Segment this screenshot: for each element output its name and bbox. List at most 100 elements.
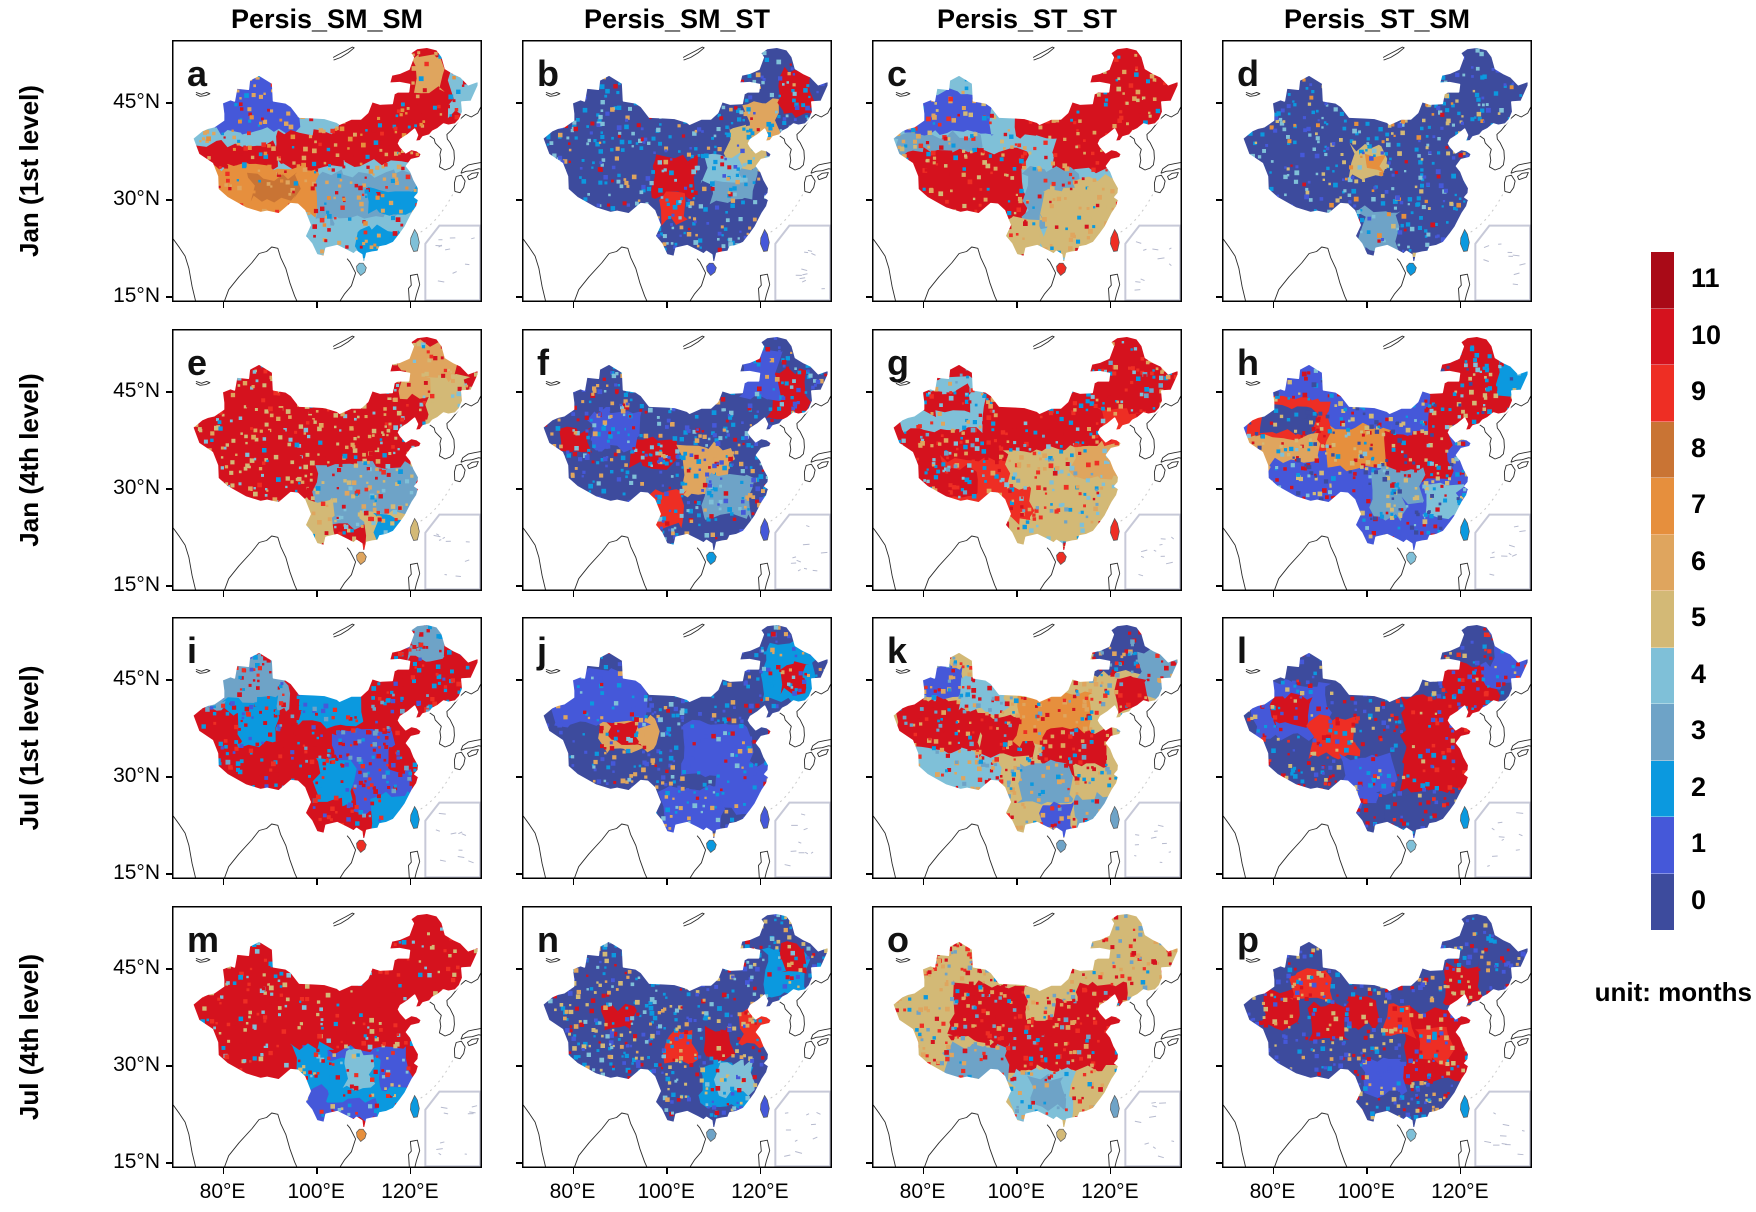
x-tick-mark	[1272, 1168, 1275, 1174]
map-panel-d: d	[1222, 40, 1532, 302]
y-tick-mark	[516, 296, 522, 298]
panel-letter-l: l	[1237, 630, 1247, 671]
colorbar-segment-11	[1650, 251, 1675, 310]
y-tick-mark	[516, 488, 522, 490]
map-panel-a: a	[172, 40, 482, 302]
panel-letter-h: h	[1237, 342, 1259, 383]
colorbar-label-11: 11	[1691, 263, 1720, 294]
y-tick-mark	[1216, 679, 1222, 681]
y-tick-label: 30°N	[113, 476, 160, 500]
y-tick-mark	[866, 199, 872, 201]
y-tick-mark	[1216, 391, 1222, 393]
y-tick-mark	[516, 199, 522, 201]
y-tick-mark	[166, 296, 172, 298]
x-tick-mark	[1272, 879, 1275, 885]
y-tick-mark	[866, 968, 872, 970]
y-tick-mark	[166, 968, 172, 970]
y-tick-label: 15°N	[113, 284, 160, 308]
colorbar-label-2: 2	[1691, 771, 1707, 802]
column-title-2: Persis_SM_ST	[583, 4, 771, 34]
colorbar-segment-7	[1650, 477, 1675, 536]
x-tick-mark	[759, 879, 762, 885]
y-tick-mark	[866, 296, 872, 298]
y-tick-mark	[866, 1162, 872, 1164]
y-tick-mark	[516, 1162, 522, 1164]
x-tick-mark	[572, 1168, 575, 1174]
x-tick-label: 100°E	[987, 1180, 1045, 1203]
panel-letter-j: j	[536, 630, 547, 671]
row-label-4: Jul (4th level)	[14, 953, 44, 1121]
y-tick-label: 45°N	[113, 90, 160, 114]
x-tick-mark	[1459, 1168, 1462, 1174]
y-tick-mark	[166, 679, 172, 681]
x-tick-mark	[409, 879, 412, 885]
x-tick-mark	[409, 1168, 412, 1174]
y-tick-label: 30°N	[113, 187, 160, 211]
x-tick-mark	[759, 591, 762, 597]
colorbar-segment-10	[1650, 307, 1675, 366]
x-tick-mark	[922, 591, 925, 597]
map-panel-k: k	[872, 617, 1182, 879]
x-tick-mark	[572, 591, 575, 597]
x-tick-mark	[759, 1168, 762, 1174]
x-tick-mark	[1272, 591, 1275, 597]
y-tick-mark	[516, 585, 522, 587]
panel-letter-i: i	[187, 630, 197, 671]
x-tick-mark	[1016, 302, 1018, 308]
colorbar-label-9: 9	[1691, 376, 1707, 407]
y-tick-mark	[166, 199, 172, 201]
y-tick-mark	[1216, 1065, 1222, 1067]
y-tick-mark	[516, 776, 522, 778]
x-tick-label: 80°E	[199, 1180, 246, 1203]
map-panel-m: m	[172, 906, 482, 1168]
panel-letter-g: g	[887, 342, 909, 383]
colorbar-label-6: 6	[1691, 545, 1707, 576]
map-panel-f: f	[522, 329, 832, 591]
x-tick-mark	[572, 302, 575, 308]
y-tick-mark	[866, 585, 872, 587]
colorbar-label-1: 1	[1691, 828, 1707, 859]
colorbar-segment-8	[1650, 420, 1675, 479]
y-tick-mark	[866, 776, 872, 778]
y-tick-mark	[166, 102, 172, 104]
y-tick-label: 45°N	[113, 379, 160, 403]
y-tick-mark	[516, 102, 522, 104]
y-tick-label: 30°N	[113, 764, 160, 788]
map-panel-h: h	[1222, 329, 1532, 591]
map-panel-o: o	[872, 906, 1182, 1168]
panel-letter-c: c	[887, 53, 907, 94]
panel-letter-k: k	[887, 630, 908, 671]
column-title-1: Persis_SM_SM	[230, 4, 424, 34]
x-tick-mark	[1272, 302, 1275, 308]
colorbar-segment-5	[1650, 590, 1675, 649]
y-tick-mark	[866, 102, 872, 104]
x-tick-label: 80°E	[899, 1180, 946, 1203]
x-tick-mark	[666, 302, 668, 308]
y-tick-mark	[166, 1065, 172, 1067]
colorbar-label-0: 0	[1691, 884, 1707, 915]
x-tick-mark	[572, 879, 575, 885]
y-tick-mark	[516, 679, 522, 681]
x-tick-mark	[316, 591, 318, 597]
x-tick-mark	[666, 591, 668, 597]
colorbar-label-8: 8	[1691, 432, 1707, 463]
map-panel-l: l	[1222, 617, 1532, 879]
y-tick-mark	[166, 391, 172, 393]
y-tick-label: 45°N	[113, 956, 160, 980]
column-title-4: Persis_ST_SM	[1283, 4, 1471, 34]
map-panel-i: i	[172, 617, 482, 879]
panel-letter-e: e	[187, 342, 207, 383]
y-tick-mark	[166, 873, 172, 875]
x-tick-mark	[1459, 302, 1462, 308]
x-tick-label: 120°E	[1431, 1180, 1489, 1203]
x-tick-mark	[409, 591, 412, 597]
x-tick-mark	[1366, 591, 1368, 597]
panel-letter-n: n	[537, 919, 559, 960]
y-tick-mark	[866, 873, 872, 875]
x-tick-mark	[1109, 879, 1112, 885]
colorbar-segment-4	[1650, 646, 1675, 705]
x-tick-mark	[222, 302, 225, 308]
x-tick-label: 120°E	[731, 1180, 789, 1203]
x-tick-label: 100°E	[637, 1180, 695, 1203]
